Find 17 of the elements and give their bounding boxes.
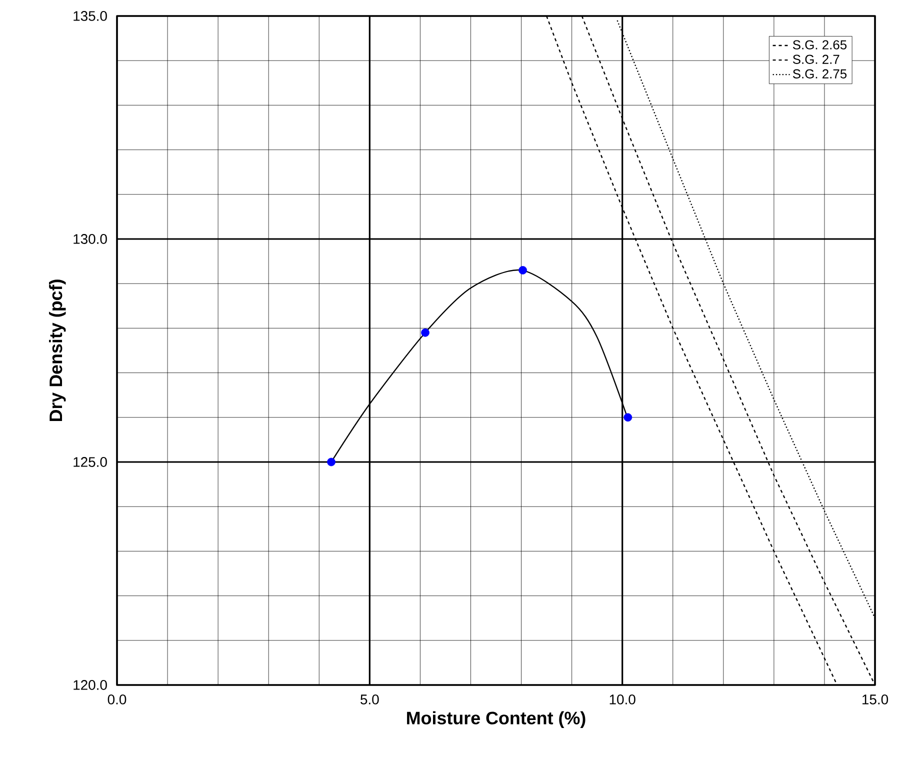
x-tick-label: 10.0 bbox=[610, 694, 636, 704]
x-axis-title: Moisture Content (%) bbox=[407, 711, 586, 728]
point bbox=[624, 413, 632, 422]
x-tick-label: 15.0 bbox=[862, 694, 888, 704]
x-tick-label: 0.0 bbox=[108, 694, 126, 704]
point bbox=[518, 266, 527, 274]
legend-label: S.G. 2.65 bbox=[792, 40, 847, 50]
y-tick-label: 125.0 bbox=[74, 457, 107, 467]
legend-label: S.G. 2.75 bbox=[792, 69, 847, 78]
point bbox=[421, 328, 430, 337]
x-tick-label: 5.0 bbox=[360, 694, 379, 704]
y-tick-label: 120.0 bbox=[74, 680, 107, 690]
y-axis-title: Dry Density (pcf) bbox=[49, 280, 66, 422]
y-tick-label: 135.0 bbox=[74, 11, 107, 21]
point bbox=[327, 458, 336, 466]
y-tick-label: 130.0 bbox=[74, 234, 107, 244]
legend-label: S.G. 2.7 bbox=[792, 54, 840, 64]
